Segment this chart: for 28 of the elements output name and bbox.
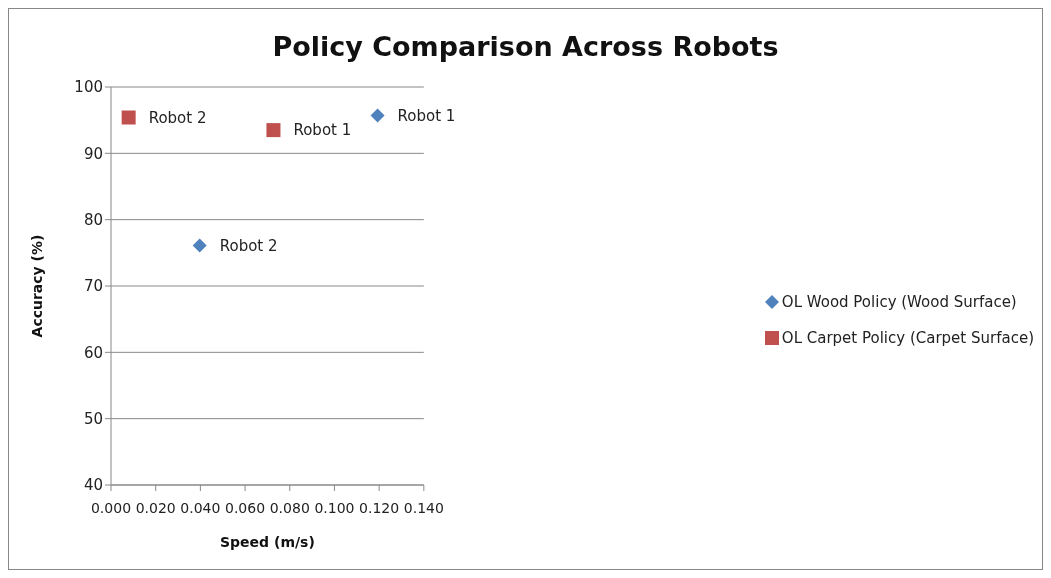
data-label: Robot 2: [148, 108, 207, 127]
point: [121, 110, 136, 125]
legend-label: OL Wood Policy (Wood Surface): [781, 293, 1017, 311]
x-axis-title: Speed (m/s): [220, 534, 315, 550]
x-tick-label: 0.140: [403, 499, 444, 516]
x-tick-label: 0.020: [135, 499, 176, 516]
y-tick-label: 70: [83, 277, 103, 296]
data-label: Robot 2: [219, 236, 278, 255]
data-label: Robot 1: [293, 121, 352, 140]
x-tick-label: 0.040: [180, 499, 221, 516]
point: [370, 108, 385, 123]
x-tick-label: 0.060: [225, 499, 266, 516]
point: [192, 238, 207, 253]
y-tick-label: 90: [83, 144, 103, 163]
y-tick-label: 80: [83, 210, 103, 229]
x-tick-label: 0.120: [359, 499, 400, 516]
y-tick-label: 100: [74, 78, 103, 97]
point: [266, 123, 281, 138]
x-tick-label: 0.100: [314, 499, 355, 516]
legend-label: OL Carpet Policy (Carpet Surface): [781, 329, 1034, 347]
y-tick-label: 60: [83, 343, 103, 362]
text: Policy Comparison Across Robots: [271, 30, 780, 64]
y-axis-title: Accuracy (%): [28, 234, 45, 338]
y-tick-label: 50: [83, 409, 103, 428]
y-tick-label: 40: [83, 476, 103, 495]
x-tick-label: 0.000: [90, 499, 132, 516]
x-tick-label: 0.080: [269, 499, 310, 516]
data-label: Robot 1: [397, 106, 456, 125]
